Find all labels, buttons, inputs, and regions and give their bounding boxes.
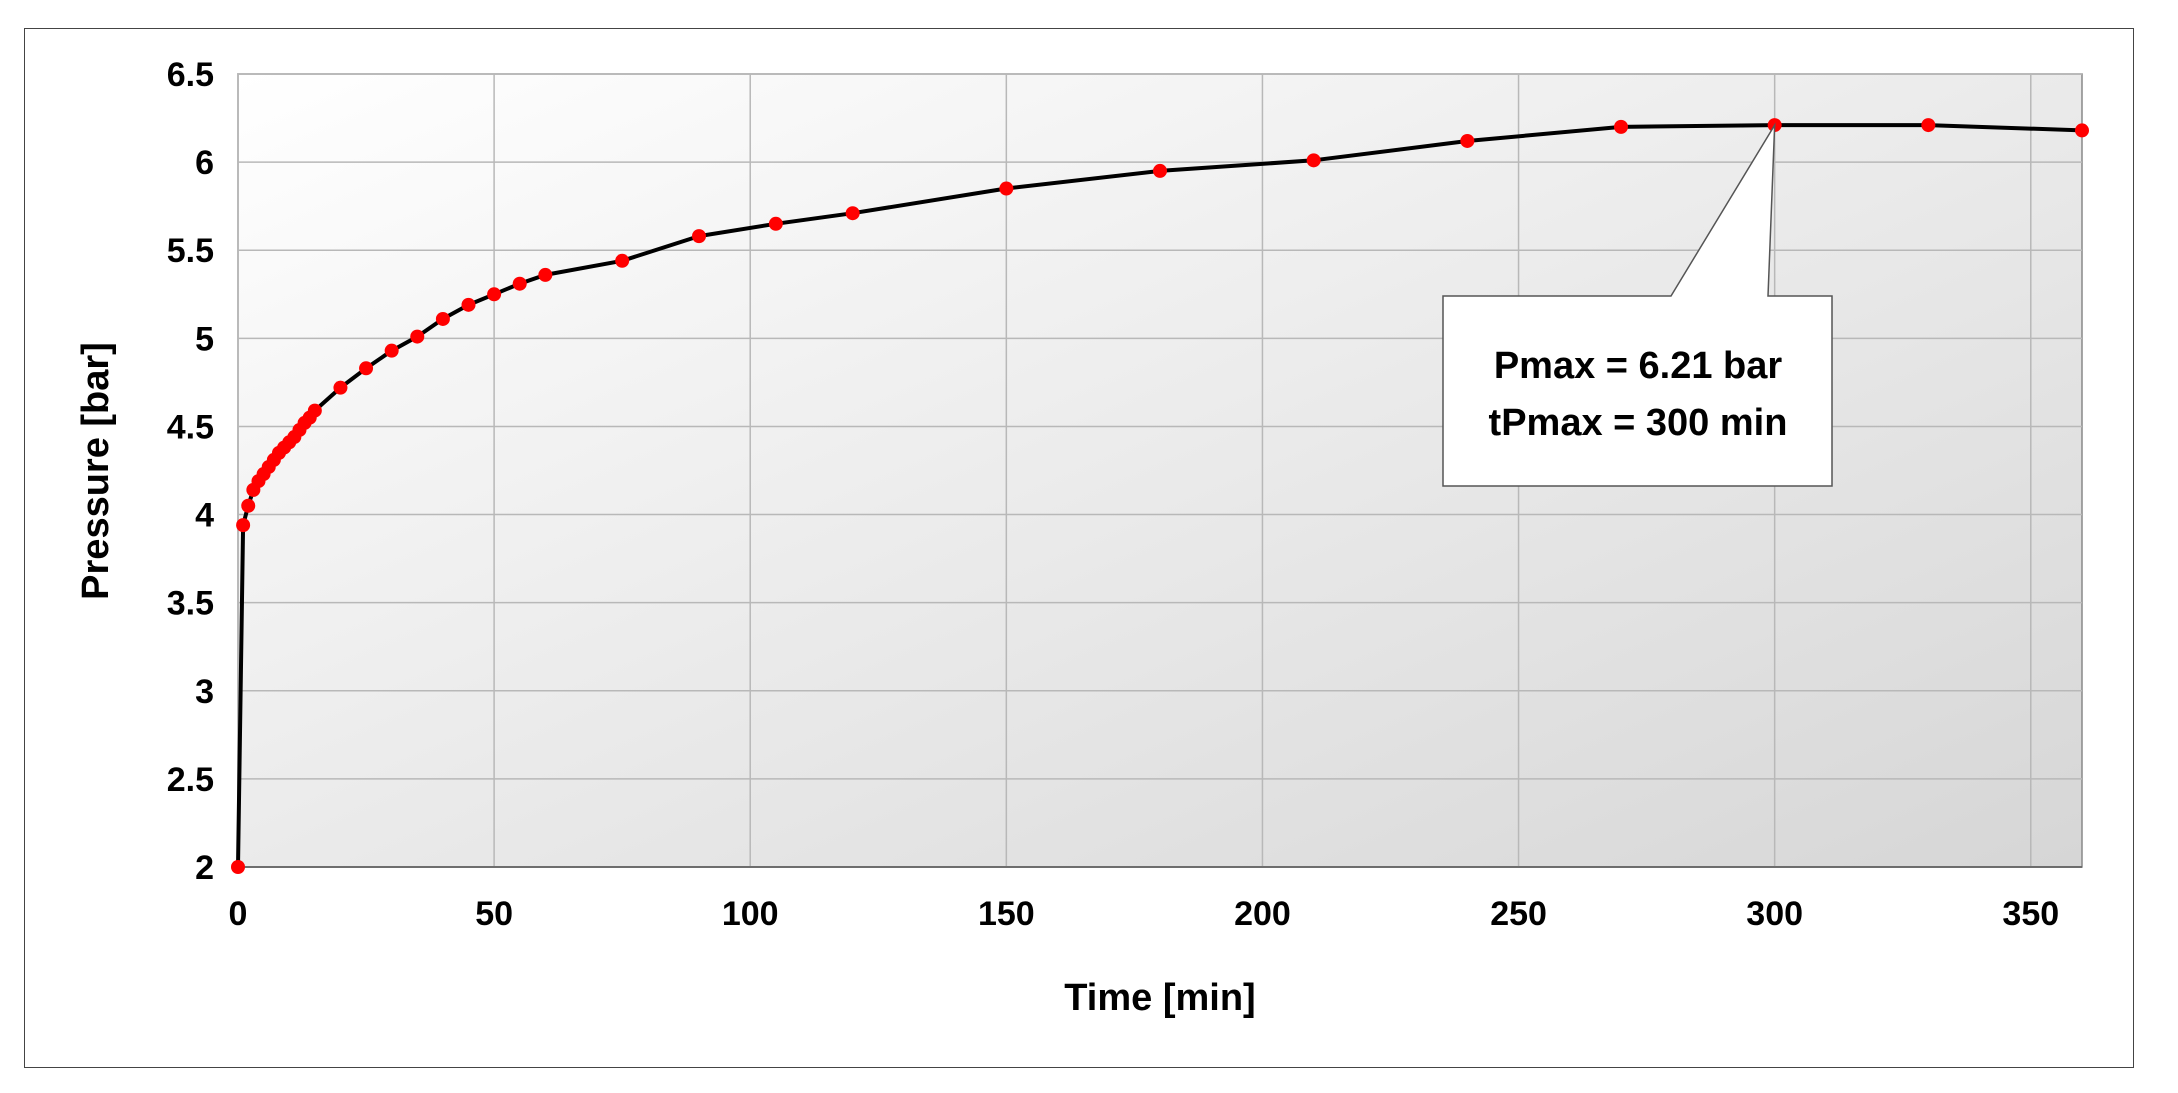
data-point	[538, 267, 553, 282]
data-point	[236, 518, 251, 533]
y-tick-label: 2.5	[167, 761, 214, 799]
data-point	[512, 276, 527, 291]
data-point	[384, 343, 399, 358]
y-tick-label: 3	[195, 673, 214, 711]
callout-pmax-text: Pmax = 6.21 bar	[1494, 345, 1783, 387]
callout-tpmax-text: tPmax = 300 min	[1489, 402, 1788, 444]
grid-lines	[237, 73, 2082, 868]
data-point	[487, 287, 502, 302]
x-axis-ticks: 0 50 100 150 200 250 300 350	[229, 895, 2060, 933]
y-axis-title: Pressure [bar]	[75, 342, 117, 600]
y-axis-ticks: 2 2.5 3 3.5 4 4.5 5 5.5 6 6.5	[167, 56, 214, 887]
data-point	[333, 380, 348, 395]
data-point	[768, 216, 783, 231]
y-tick-label: 4	[195, 497, 214, 535]
x-tick-label: 100	[722, 895, 779, 933]
data-point	[999, 181, 1014, 196]
x-tick-label: 50	[475, 895, 513, 933]
x-tick-label: 0	[229, 895, 248, 933]
data-point	[1153, 163, 1167, 178]
data-point	[410, 329, 425, 344]
x-tick-label: 300	[1746, 895, 1803, 933]
y-tick-label: 2	[195, 849, 214, 887]
data-point	[307, 403, 322, 418]
data-point	[2075, 123, 2089, 138]
data-point	[615, 253, 630, 268]
pressure-data-points	[231, 118, 2089, 874]
x-axis-title: Time [min]	[1064, 977, 1255, 1019]
y-tick-label: 6	[195, 144, 214, 182]
annotation-callout: Pmax = 6.21 bar tPmax = 300 min	[1442, 122, 1833, 487]
data-point	[692, 229, 706, 244]
y-tick-label: 5	[195, 320, 214, 358]
data-point	[435, 311, 450, 326]
x-tick-label: 350	[2002, 895, 2059, 933]
y-tick-label: 5.5	[167, 232, 214, 270]
data-point	[1921, 118, 1936, 133]
data-point	[845, 206, 860, 221]
data-point	[359, 361, 374, 376]
data-point	[1306, 153, 1321, 168]
y-tick-label: 4.5	[167, 408, 214, 446]
data-point	[231, 860, 245, 874]
callout-box	[1442, 122, 1833, 487]
x-tick-label: 250	[1490, 895, 1547, 933]
data-point	[461, 297, 476, 312]
data-point	[1460, 133, 1475, 148]
data-point	[1614, 119, 1628, 134]
x-tick-label: 200	[1234, 895, 1291, 933]
data-point	[241, 498, 256, 513]
y-tick-label: 3.5	[167, 585, 214, 623]
x-tick-label: 150	[978, 895, 1035, 933]
y-tick-label: 6.5	[167, 56, 214, 94]
